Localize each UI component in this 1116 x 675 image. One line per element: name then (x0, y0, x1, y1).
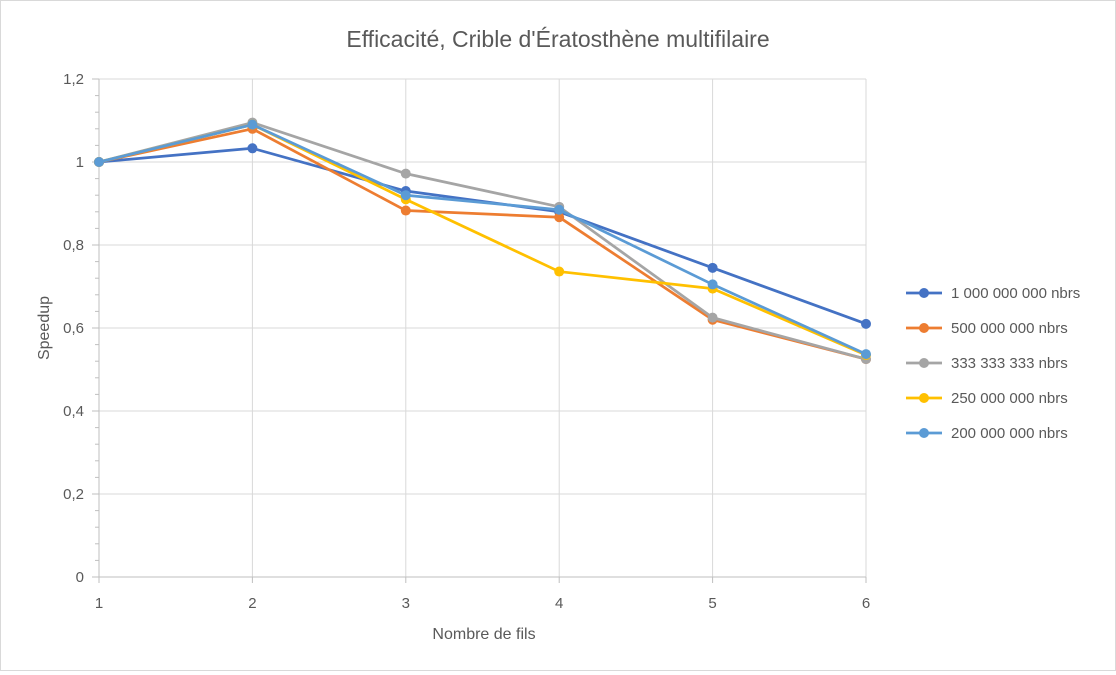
series-layer (94, 117, 871, 365)
series-4 (94, 119, 871, 360)
series-5 (94, 119, 871, 360)
legend-item: 200 000 000 nbrs (906, 425, 1068, 442)
y-tick-label: 0 (76, 569, 84, 586)
data-point (554, 266, 565, 277)
legend-label: 1 000 000 000 nbrs (951, 285, 1080, 302)
y-tick-label: 0,6 (63, 320, 84, 337)
legend-label: 250 000 000 nbrs (951, 390, 1068, 407)
data-point (400, 168, 411, 179)
data-point (247, 119, 258, 130)
x-tick-label: 1 (95, 595, 103, 612)
x-tick-label: 2 (248, 595, 256, 612)
legend-item: 1 000 000 000 nbrs (906, 285, 1080, 302)
legend-marker (919, 393, 929, 403)
series-line (98, 123, 867, 357)
legend-label: 200 000 000 nbrs (951, 425, 1068, 442)
data-point (94, 157, 104, 167)
y-tick-label: 1,2 (63, 71, 84, 88)
legend-marker (919, 358, 929, 368)
data-point (400, 190, 411, 201)
x-tick-label: 3 (402, 595, 410, 612)
data-point (707, 312, 718, 323)
legend-marker (919, 323, 929, 333)
legend-item: 333 333 333 nbrs (906, 355, 1068, 372)
series-line (98, 121, 867, 361)
y-tick-label: 0,4 (63, 403, 84, 420)
legend-marker (919, 428, 929, 438)
legend: 1 000 000 000 nbrs 500 000 000 nbrs 333 33… (906, 285, 1080, 442)
x-tick-label: 4 (555, 595, 563, 612)
data-point (707, 279, 718, 290)
chart-title: Efficacité, Crible d'Ératosthène multifi… (346, 26, 769, 52)
series-3 (94, 117, 871, 365)
axis-layer: 0 0,2 0,4 0,6 0,8 1 1,2 1 2 3 4 5 6 (63, 71, 870, 612)
y-tick-label: 0,8 (63, 237, 84, 254)
data-point (554, 212, 565, 223)
legend-label: 500 000 000 nbrs (951, 320, 1068, 337)
x-tick-label: 6 (862, 595, 870, 612)
x-axis-title: Nombre de fils (432, 626, 535, 643)
data-point (861, 318, 871, 329)
grid-layer (99, 78, 867, 577)
series-line (98, 123, 867, 356)
y-axis-title: Speedup (36, 296, 53, 360)
x-tick-label: 5 (708, 595, 716, 612)
data-point (554, 204, 565, 215)
legend-item: 500 000 000 nbrs (906, 320, 1068, 337)
y-tick-label: 1 (76, 154, 84, 171)
data-point (247, 143, 258, 154)
y-tick-label: 0,2 (63, 486, 84, 503)
data-point (861, 349, 871, 360)
data-point (400, 205, 411, 216)
data-point (707, 262, 718, 273)
legend-marker (919, 288, 929, 298)
legend-item: 250 000 000 nbrs (906, 390, 1068, 407)
series-line (98, 127, 867, 361)
legend-label: 333 333 333 nbrs (951, 355, 1068, 372)
